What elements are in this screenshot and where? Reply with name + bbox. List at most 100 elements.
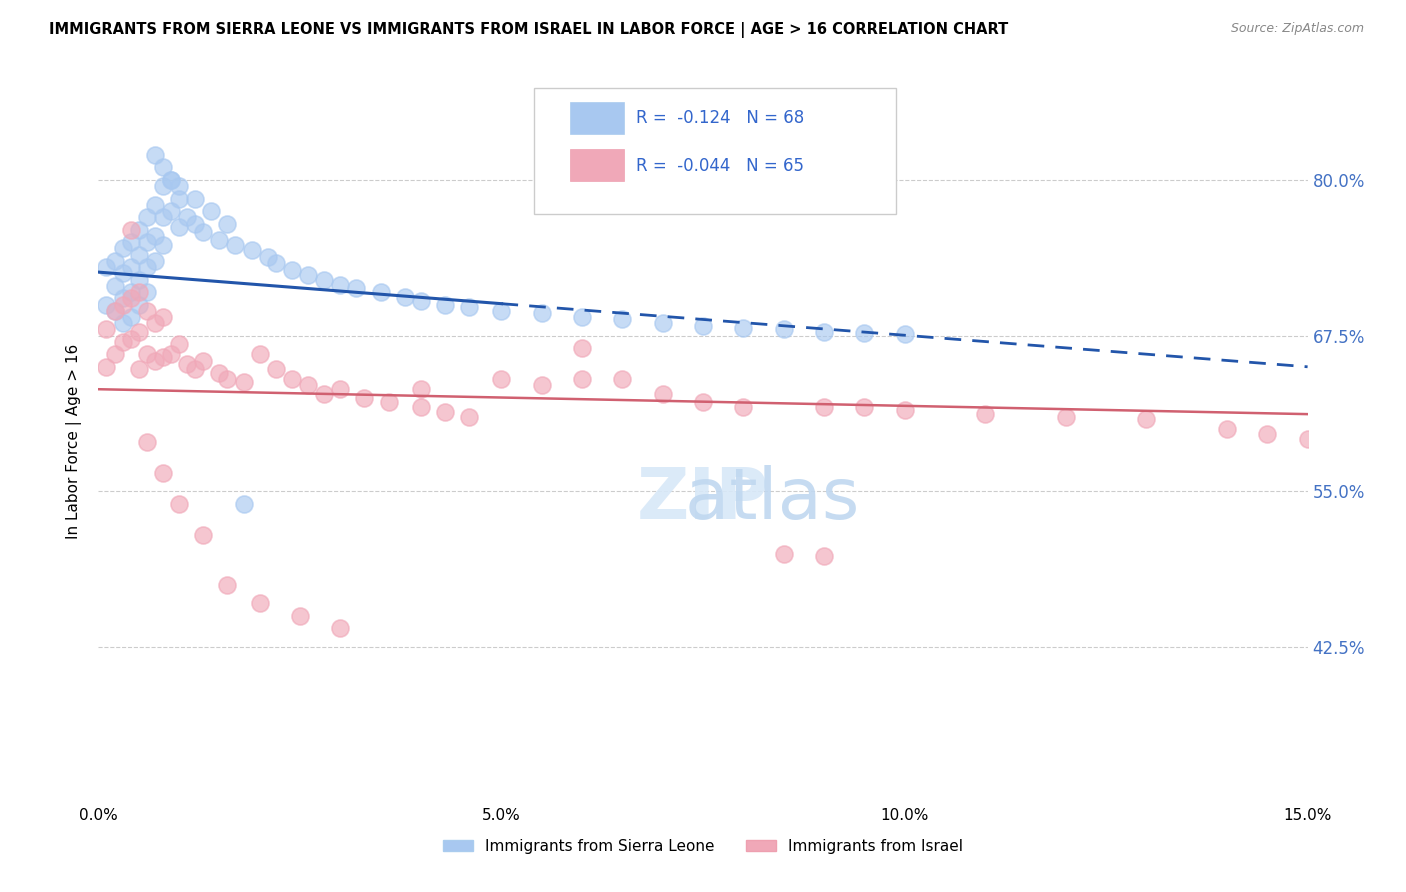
Point [111,316,134,330]
Point [409,400,432,414]
Point [167,497,190,511]
Point [128,285,150,299]
Point [111,242,134,256]
Point [200,204,222,219]
Point [167,337,190,351]
Point [184,362,207,376]
Point [329,277,352,292]
Legend: Immigrants from Sierra Leone, Immigrants from Israel: Immigrants from Sierra Leone, Immigrants… [437,833,969,860]
Point [160,173,183,187]
Point [152,211,174,225]
Point [232,497,254,511]
Point [120,260,142,274]
Point [152,161,174,175]
Point [135,347,157,361]
Point [103,303,125,318]
Point [394,290,416,304]
Point [329,382,352,396]
Point [152,179,174,194]
Point [853,400,876,414]
Point [344,281,367,295]
Text: IMMIGRANTS FROM SIERRA LEONE VS IMMIGRANTS FROM ISRAEL IN LABOR FORCE | AGE > 16: IMMIGRANTS FROM SIERRA LEONE VS IMMIGRAN… [49,22,1008,38]
Point [167,192,190,206]
Text: R =  -0.124   N = 68: R = -0.124 N = 68 [637,109,804,127]
Point [135,303,157,318]
Point [160,173,183,187]
Point [1216,422,1239,436]
Point [297,378,319,392]
Bar [569,149,624,181]
Point [1054,409,1077,424]
Point [143,316,166,330]
FancyBboxPatch shape [534,87,897,214]
Point [1135,412,1157,426]
Point [530,306,553,320]
Point [264,256,287,270]
Point [120,285,142,299]
Point [184,217,207,231]
Point [135,235,157,250]
Point [329,621,352,635]
Point [120,332,142,346]
Point [135,285,157,299]
Point [297,268,319,282]
Point [128,272,150,286]
Point [571,310,593,324]
Point [208,233,231,247]
Point [256,250,278,264]
Point [281,262,304,277]
Point [135,260,157,274]
Point [152,310,174,324]
Point [152,237,174,252]
Point [128,297,150,311]
Point [813,325,835,339]
Point [409,293,432,308]
Point [193,528,215,542]
Point [314,387,336,401]
Point [103,278,125,293]
Point [111,291,134,305]
Point [813,549,835,563]
Point [208,366,231,380]
Point [264,362,287,376]
Point [853,326,876,340]
Point [96,322,118,336]
Point [434,297,457,311]
Point [111,334,134,349]
Point [772,547,794,561]
Y-axis label: In Labor Force | Age > 16: In Labor Force | Age > 16 [66,344,83,539]
Point [96,260,118,274]
Text: atlas: atlas [547,465,859,533]
Point [224,237,246,252]
Point [128,223,150,237]
Point [217,578,239,592]
Point [120,235,142,250]
Point [143,148,166,162]
Point [491,303,513,318]
Point [96,359,118,374]
Point [434,404,457,418]
Point [111,266,134,280]
Point [353,391,375,405]
Point [167,220,190,235]
Point [120,310,142,324]
Point [733,400,755,414]
Point [135,434,157,449]
Point [143,229,166,244]
Point [612,372,634,386]
Point [571,341,593,355]
Point [612,312,634,326]
Point [193,225,215,239]
Text: ZIP: ZIP [637,465,769,533]
Point [176,357,198,371]
Point [281,372,304,386]
Point [103,303,125,318]
Point [491,372,513,386]
Point [1256,427,1278,442]
Point [217,217,239,231]
Point [249,597,271,611]
Bar [569,102,624,135]
Text: R =  -0.044   N = 65: R = -0.044 N = 65 [637,156,804,175]
Point [651,387,673,401]
Point [974,407,997,421]
